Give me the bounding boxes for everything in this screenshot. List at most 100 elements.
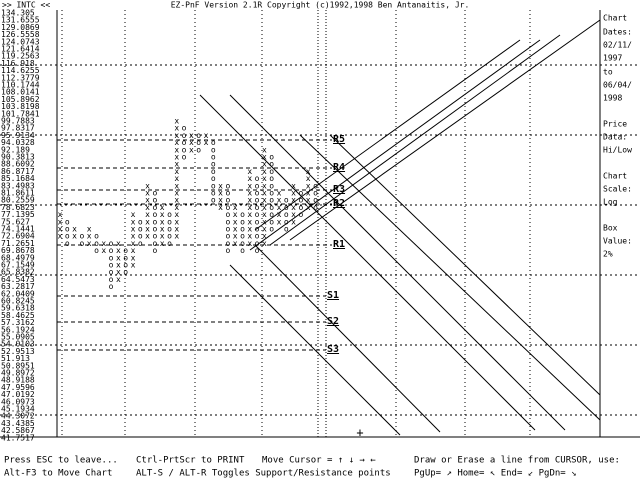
pnf-column: xx	[101, 239, 106, 255]
symbol: >> INTC <<	[2, 1, 50, 10]
pnf-column: oo	[79, 232, 84, 248]
price-label: 50.8951	[1, 361, 35, 370]
price-label: 83.4983	[1, 181, 35, 190]
pnf-box: o	[211, 189, 216, 198]
pnf-box: x	[233, 232, 238, 241]
side-label: Data:	[603, 133, 627, 142]
side-label: Price	[603, 120, 627, 129]
pnf-box: o	[211, 181, 216, 190]
pnf-box: x	[291, 217, 296, 226]
pnf-box: o	[167, 232, 172, 241]
pnf-box: o	[255, 239, 260, 248]
price-label: 110.1744	[1, 81, 40, 90]
pnf-box: o	[298, 203, 303, 212]
pnf-box: x	[160, 225, 165, 234]
price-label: 80.2559	[1, 196, 35, 205]
pnf-column: xxx	[87, 225, 92, 248]
pnf-box: o	[284, 210, 289, 219]
pnf-box: o	[94, 232, 99, 241]
pnf-box: x	[131, 253, 136, 262]
pnf-box: o	[182, 124, 187, 133]
pnf-box: o	[240, 210, 245, 219]
pnf-box: o	[255, 174, 260, 183]
pnf-box: o	[152, 217, 157, 226]
pnf-box: x	[145, 210, 150, 219]
price-label: 94.0328	[1, 138, 35, 147]
pnf-box: o	[284, 196, 289, 205]
pnf-box: x	[174, 196, 179, 205]
footer-text: Move Cursor = ↑ ↓ → ←	[262, 456, 376, 466]
side-label: 02/11/	[603, 41, 632, 50]
pnf-box: o	[269, 167, 274, 176]
pnf-box: o	[123, 261, 128, 270]
pnf-box: x	[131, 210, 136, 219]
pnf-box: o	[79, 232, 84, 241]
pnf-box: o	[255, 181, 260, 190]
pnf-box: x	[174, 117, 179, 126]
pnf-box: x	[174, 124, 179, 133]
pnf-box: x	[306, 189, 311, 198]
pnf-box: o	[167, 210, 172, 219]
pnf-box: o	[269, 225, 274, 234]
pnf-box: o	[65, 217, 70, 226]
pnf-box: o	[152, 203, 157, 212]
pnf-box: x	[247, 174, 252, 183]
price-label: 48.9188	[1, 376, 35, 385]
pnf-box: x	[262, 153, 267, 162]
level-label: S3	[327, 344, 339, 355]
pnf-box: o	[313, 203, 318, 212]
side-label: Log	[603, 198, 618, 207]
pnf-box: x	[116, 253, 121, 262]
price-label: 62.0409	[1, 289, 35, 298]
pnf-box: x	[174, 145, 179, 154]
pnf-box: x	[174, 217, 179, 226]
pnf-box: x	[58, 225, 63, 234]
pnf-box: o	[225, 232, 230, 241]
pnf-box: x	[233, 217, 238, 226]
pnf-box: o	[298, 189, 303, 198]
pnf-box: o	[109, 246, 114, 255]
pnf-box: x	[116, 261, 121, 270]
pnf-box: x	[262, 189, 267, 198]
pnf-box: o	[240, 239, 245, 248]
side-label: Chart	[603, 14, 627, 23]
pnf-box: o	[138, 225, 143, 234]
price-label: 52.9513	[1, 347, 35, 356]
price-label: 59.6318	[1, 304, 35, 313]
price-label: 45.1934	[1, 405, 35, 414]
pnf-box: x	[277, 210, 282, 219]
pnf-box: x	[233, 203, 238, 212]
pnf-box: x	[262, 181, 267, 190]
pnf-column: xx	[72, 225, 77, 241]
side-label: Value:	[603, 237, 632, 246]
pnf-box: x	[277, 203, 282, 212]
pnf-box: x	[306, 181, 311, 190]
level-label: R5	[333, 134, 345, 145]
price-label: 92.189	[1, 145, 30, 154]
pnf-box: o	[269, 196, 274, 205]
pnf-box: o	[152, 196, 157, 205]
pnf-box: o	[284, 203, 289, 212]
pnf-box: x	[72, 225, 77, 234]
pnf-box: o	[109, 268, 114, 277]
pnf-box: x	[262, 225, 267, 234]
pnf-box: o	[152, 225, 157, 234]
pnf-box: o	[225, 210, 230, 219]
price-label: 97.8317	[1, 124, 35, 133]
side-label: to	[603, 68, 613, 77]
pnf-box: x	[262, 167, 267, 176]
pnf-box: x	[116, 275, 121, 284]
pnf-box: o	[152, 246, 157, 255]
pnf-box: x	[58, 217, 63, 226]
